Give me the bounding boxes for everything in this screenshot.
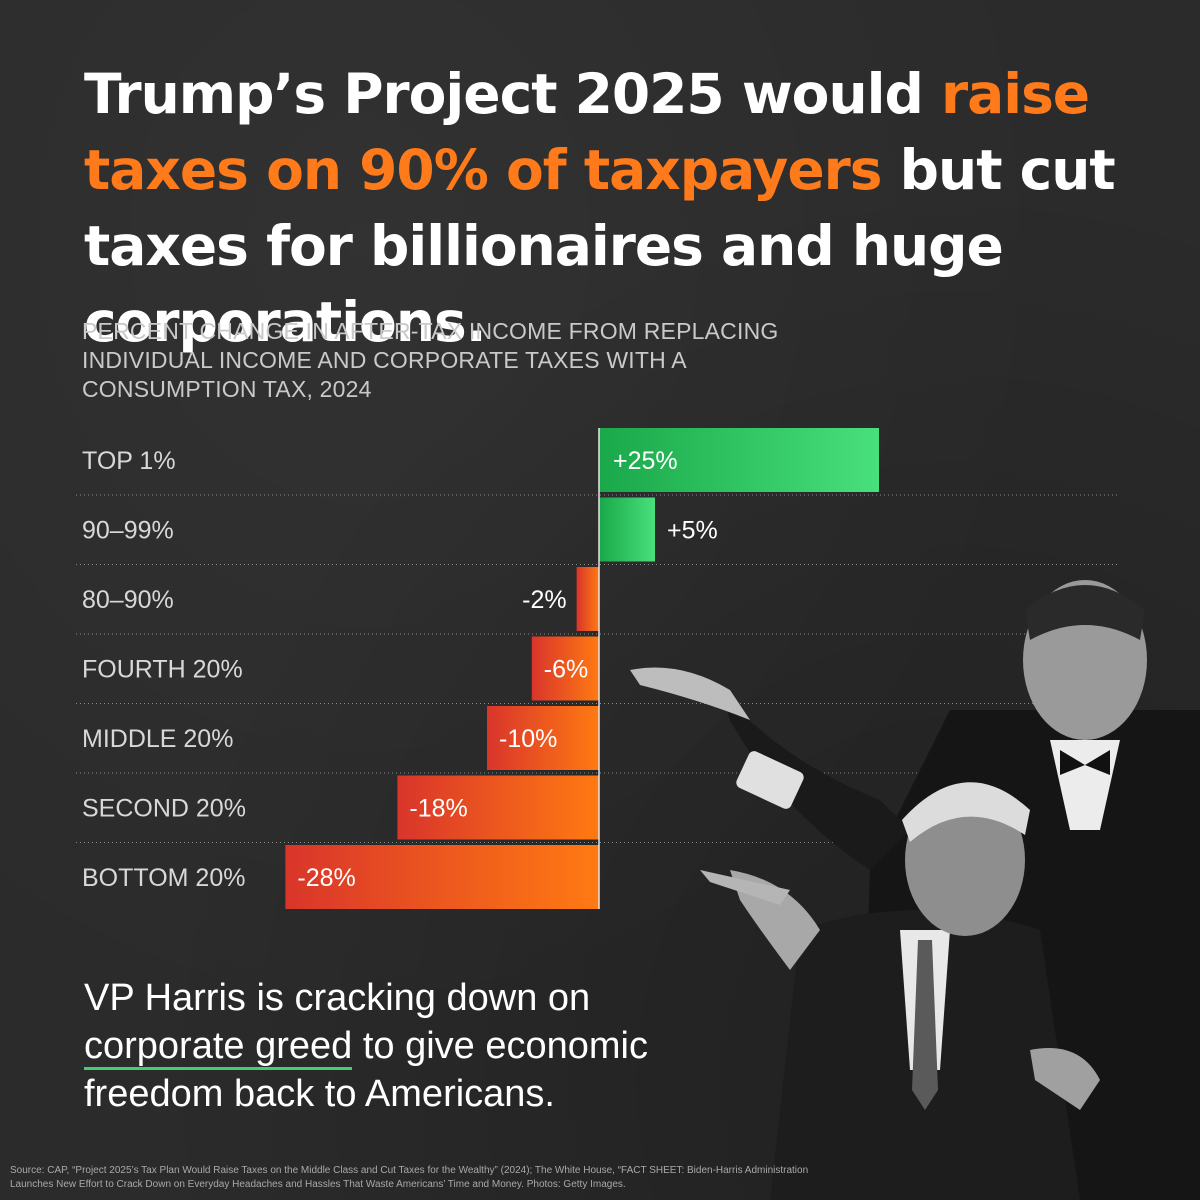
value-label: +25% (613, 447, 678, 475)
bar (285, 845, 599, 909)
value-label: -18% (409, 795, 467, 823)
corporate-greed-underlined: corporate greed (84, 1025, 353, 1070)
value-label: -6% (544, 656, 588, 684)
bar (599, 497, 655, 562)
source-footnote: Source: CAP, “Project 2025’s Tax Plan Wo… (10, 1165, 809, 1190)
man-pointing-photo (700, 782, 1100, 1200)
bottom-text-part1: VP Harris is cracking down on (84, 977, 591, 1019)
value-label: -2% (522, 586, 566, 614)
headline: Trump’s Project 2025 would raise taxes o… (84, 56, 1144, 360)
headline-highlight: raise taxes on 90% of taxpayers (84, 62, 1090, 202)
value-label: -10% (499, 725, 557, 753)
category-label: FOURTH 20% (82, 656, 243, 684)
category-label: TOP 1% (82, 447, 176, 475)
category-label: MIDDLE 20% (82, 725, 233, 753)
bottom-message: VP Harris is cracking down on corporate … (84, 974, 704, 1118)
bar (531, 636, 599, 701)
bottom-text-part2: to give economic freedom back to America… (84, 1025, 649, 1115)
chart-title: PERCENT CHANGE IN AFTER-TAX INCOME FROM … (82, 318, 779, 402)
bar (397, 775, 599, 840)
category-label: 90–99% (82, 517, 174, 545)
category-label: BOTTOM 20% (82, 864, 245, 892)
bar (599, 428, 879, 492)
headline-part1: Trump’s Project 2025 would (84, 62, 941, 126)
bars (285, 428, 879, 909)
labels: TOP 1% +25% 90–99% +5% 80–90% -2% FOURTH 20% -6… (82, 447, 718, 892)
value-label: -28% (297, 864, 355, 892)
value-label: +5% (667, 517, 718, 545)
bar (487, 706, 599, 770)
category-label: 80–90% (82, 586, 174, 614)
category-label: SECOND 20% (82, 795, 246, 823)
photo-cutout (630, 580, 1200, 1200)
bar (576, 567, 599, 631)
headline-part2: but cut taxes for billionaires and huge … (84, 138, 1116, 354)
